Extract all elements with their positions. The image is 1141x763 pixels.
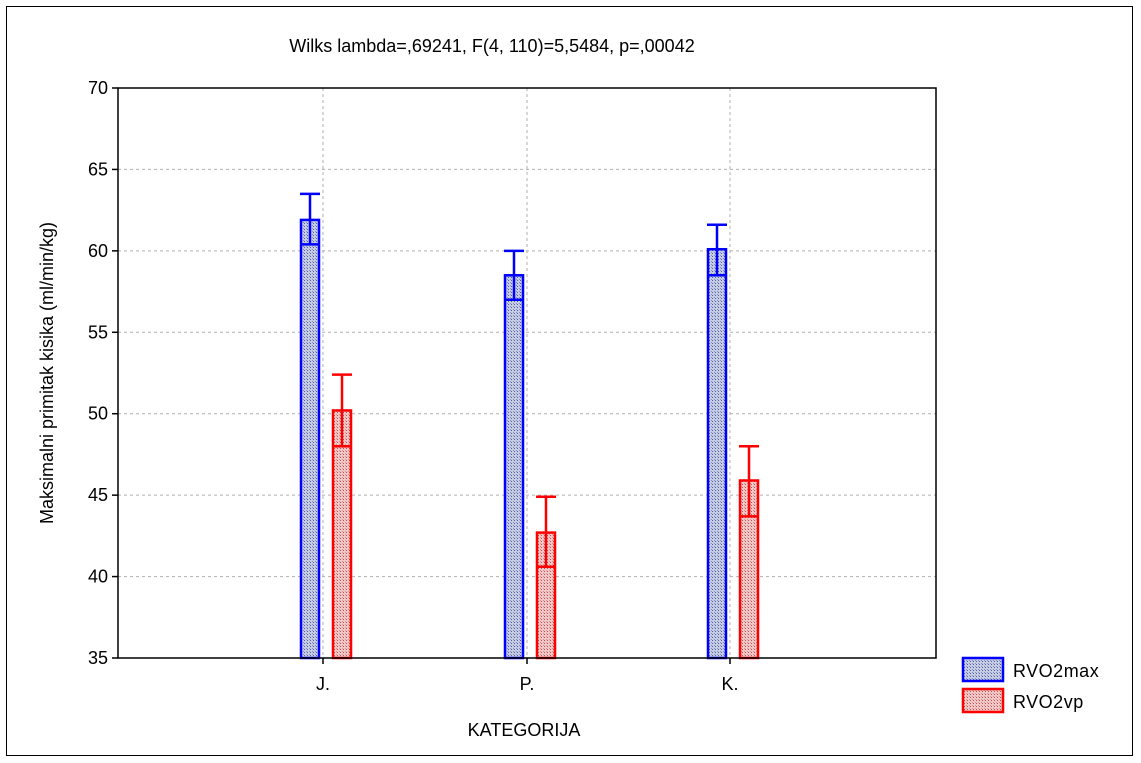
legend-swatch-rvo2vp [961,687,1005,714]
y-tick-label: 65 [88,159,108,179]
x-ticks: J. P. K. [316,658,739,694]
legend-label: RVO2vp [1013,692,1084,712]
y-tick-label: 70 [88,78,108,98]
chart-title: Wilks lambda=,69241, F(4, 110)=5,5484, p… [289,36,694,56]
legend-label: RVO2max [1013,661,1099,681]
y-ticks: 35 40 45 50 55 60 65 70 [88,78,118,668]
chart-frame: Wilks lambda=,69241, F(4, 110)=5,5484, p… [6,6,1133,756]
y-tick-label: 35 [88,648,108,668]
x-tick-label: K. [721,674,738,694]
bars [299,192,760,660]
legend: RVO2max RVO2vp [961,656,1099,714]
bar-rvo2max-1 [503,274,525,660]
y-tick-label: 45 [88,485,108,505]
x-tick-label: J. [316,674,330,694]
y-tick-label: 40 [88,567,108,587]
plot-area-border [117,87,937,659]
chart-svg: Wilks lambda=,69241, F(4, 110)=5,5484, p… [37,36,1099,740]
x-axis-label: KATEGORIJA [468,720,581,740]
y-tick-label: 60 [88,241,108,261]
y-axis-label: Maksimalni primitak kisika (ml/min/kg) [37,222,57,524]
y-tick-label: 55 [88,322,108,342]
grid [118,88,936,658]
bar-rvo2max-0 [299,218,321,660]
legend-swatch-rvo2max [961,656,1005,683]
bar-rvo2vp-0 [331,409,353,660]
y-tick-label: 50 [88,404,108,424]
bar-rvo2max-2 [706,247,728,660]
x-tick-label: P. [520,674,535,694]
